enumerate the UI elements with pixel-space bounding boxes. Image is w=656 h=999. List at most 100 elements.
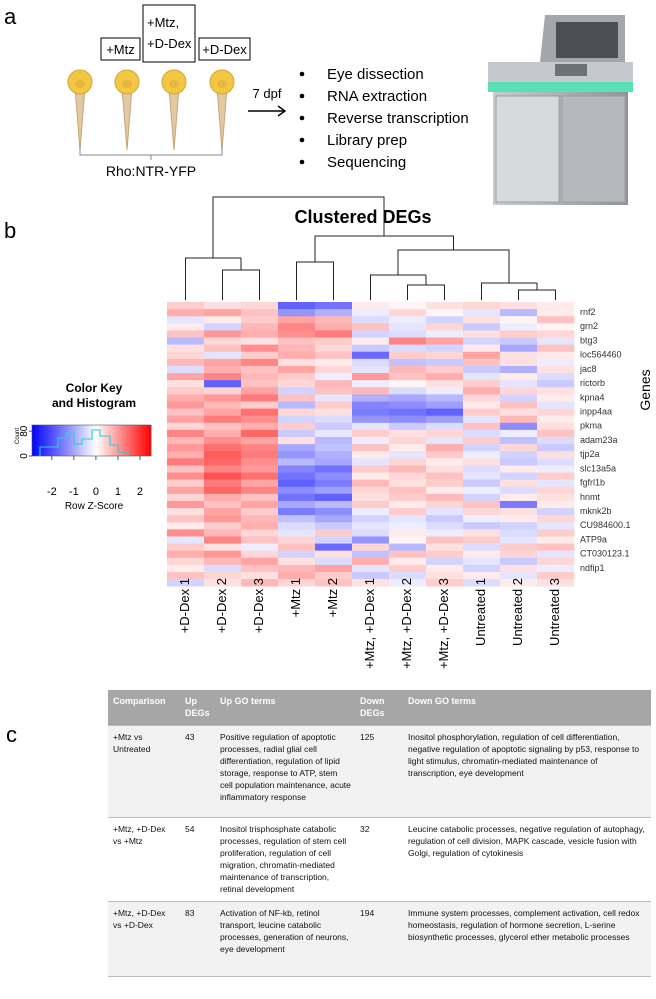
heatmap-cell (537, 415, 575, 424)
column-label: Untreated 3 (547, 578, 562, 646)
heatmap-cell (426, 316, 464, 324)
key-gradient (93, 425, 96, 456)
line-label: Rho:NTR-YFP (106, 163, 196, 179)
heatmap-cell (463, 373, 501, 381)
table-row: +Mtz, +D-Dex vs +D-Dex 83 Activation of NF… (108, 902, 651, 977)
heatmap-cell (426, 550, 464, 559)
heatmap-cell (241, 472, 279, 480)
heatmap-cell (204, 529, 242, 537)
key-gradient (41, 425, 45, 456)
heatmap-cell (537, 557, 575, 566)
heatmap-cell (204, 316, 242, 324)
heatmap-cell (537, 508, 575, 516)
heatmap-cell (389, 550, 427, 559)
key-gradient (105, 425, 108, 456)
heatmap-cell (204, 572, 242, 580)
heatmap-cell (167, 429, 205, 438)
table-row: +Mtz, +D-Dex vs +Mtz 54 Inositol trisphosp… (108, 818, 651, 902)
key-gradient (32, 425, 35, 456)
heatmap-cell (426, 323, 464, 331)
heatmap-cell (204, 401, 242, 409)
heatmap-cell (352, 543, 390, 551)
heatmap-cell (204, 387, 242, 395)
key-gradient (65, 425, 69, 456)
heatmap-cell (463, 515, 501, 523)
heatmap-cell (537, 522, 575, 530)
heatmap-cell (167, 557, 205, 566)
heatmap-cell (537, 408, 575, 416)
heatmap-cell (241, 394, 279, 402)
heatmap-cell (389, 465, 427, 473)
heatmap-cell (463, 309, 501, 317)
heatmap-cell (204, 437, 242, 445)
heatmap-cell (315, 564, 353, 573)
heatmap-cell (537, 351, 575, 360)
heatmap-cell (500, 550, 538, 559)
heatmap-cell (241, 543, 279, 551)
heatmap-cell (389, 515, 427, 523)
heatmap-cell (315, 408, 353, 416)
heatmap-cell (426, 472, 464, 480)
heatmap-cell (352, 394, 390, 402)
heatmap-cell (500, 472, 538, 480)
key-gradient (143, 425, 146, 456)
key-gradient (59, 425, 63, 456)
larva-body (216, 87, 228, 151)
heatmap-cell (315, 493, 353, 502)
heatmap-cell (463, 522, 501, 530)
color-key: Color Key and Histogram Count Row Z-Scor… (15, 381, 152, 512)
table-cell: 54 (185, 824, 195, 834)
heatmap-cell (278, 564, 316, 573)
heatmap-cell (352, 572, 390, 580)
heatmap-cell (278, 465, 316, 473)
treatment-boxes: +Mtz +Mtz, +D-Dex +D-Dex (100, 4, 251, 63)
heatmap-cell (315, 401, 353, 409)
key-gradient (141, 425, 144, 456)
key-gradient (33, 425, 37, 456)
heatmap-cell (241, 401, 279, 409)
heatmap-cell (352, 564, 390, 573)
treatment: +Mtz (106, 42, 135, 57)
heatmap-cell (278, 458, 316, 466)
heatmap-cell (500, 465, 538, 473)
heatmap-cell (426, 529, 464, 537)
heatmap-cell (278, 543, 316, 551)
heatmap-cell (426, 344, 464, 353)
key-gradient (135, 425, 138, 456)
heatmap-cell (167, 550, 205, 559)
heatmap-cell (500, 330, 538, 338)
heatmap-cell (167, 444, 205, 452)
table-cell: Leucine catabolic processes, negative re… (408, 824, 645, 858)
heatmap-cell (167, 316, 205, 324)
heatmap-cell (389, 302, 427, 310)
heatmap-cell (352, 309, 390, 317)
bracket (79, 145, 223, 160)
heatmap-cell (537, 316, 575, 324)
heatmap-cell (463, 344, 501, 353)
key-gradient (73, 425, 77, 456)
heatmap-cell (241, 508, 279, 516)
heatmap-cell (241, 302, 279, 310)
heatmap-cell (167, 522, 205, 530)
heatmap-cell (463, 380, 501, 388)
heatmap-cell (278, 529, 316, 537)
heatmap-cell (315, 344, 353, 353)
heatmap-cell (463, 572, 501, 580)
heatmap-cell (389, 572, 427, 580)
larva-eye (169, 80, 179, 88)
heatmap-cell (537, 572, 575, 580)
heatmap-cell (463, 323, 501, 331)
heatmap-cell (204, 508, 242, 516)
heatmap-cell (278, 344, 316, 353)
heatmap-cell (389, 323, 427, 331)
column-label: +Mtz 2 (325, 578, 340, 617)
heatmap-cell (389, 316, 427, 324)
heatmap-cell (352, 458, 390, 466)
heatmap-cell (278, 358, 316, 367)
heatmap-cell (204, 515, 242, 523)
dendrogram (185, 196, 556, 300)
key-gradient (63, 425, 67, 456)
heatmap-cell (463, 564, 501, 573)
heatmap-cell (315, 365, 353, 374)
step: RNA extraction (327, 88, 427, 105)
